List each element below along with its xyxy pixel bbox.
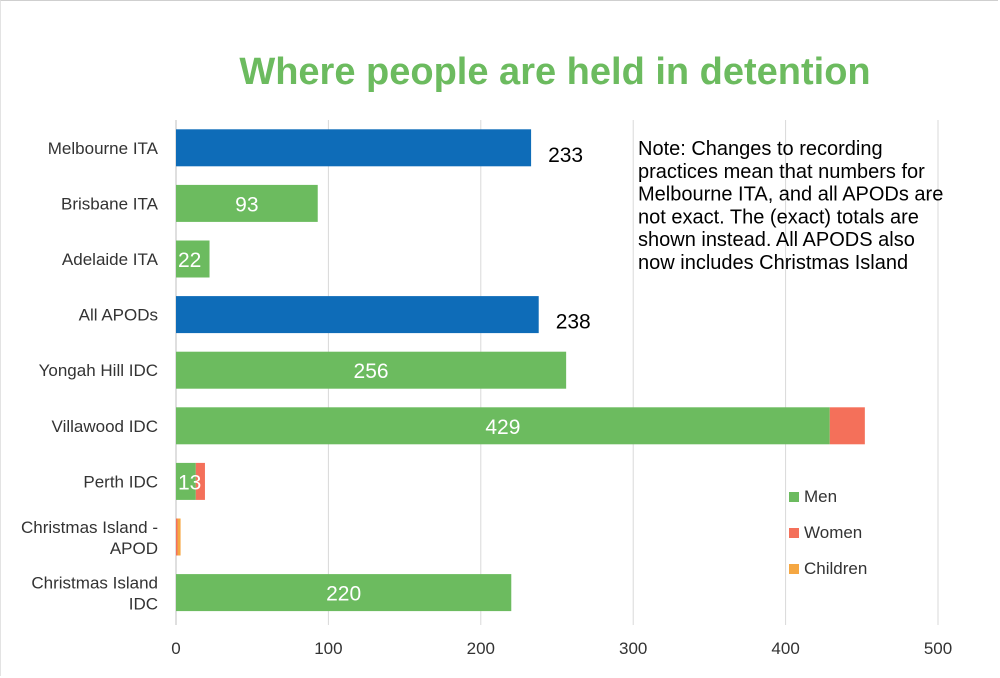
bar-men <box>176 184 318 222</box>
legend-label-children: Children <box>804 559 867 578</box>
legend: Men Women Children <box>789 487 867 578</box>
category-label: Brisbane ITA <box>61 194 159 213</box>
category-label: Villawood IDC <box>52 417 158 436</box>
x-tick-label: 0 <box>171 639 180 658</box>
bar-men <box>176 462 196 500</box>
legend-swatch-children <box>789 564 799 574</box>
category-label: APOD <box>110 539 158 558</box>
bar-men <box>176 574 512 612</box>
data-label: 220 <box>326 583 361 606</box>
legend-label-men: Men <box>804 487 837 506</box>
category-label: All APODs <box>79 306 158 325</box>
bar-total <box>176 129 532 167</box>
legend-swatch-men <box>789 492 799 502</box>
x-tick-label: 200 <box>467 639 495 658</box>
bar-total <box>176 296 539 334</box>
note-line: Note: Changes to recording <box>638 138 883 160</box>
legend-swatch-women <box>789 528 799 538</box>
data-label: 233 <box>548 144 583 167</box>
bar-men <box>176 407 830 445</box>
data-label: 93 <box>235 193 258 216</box>
x-tick-label: 300 <box>619 639 647 658</box>
bar-men <box>176 351 567 389</box>
bars <box>176 129 865 612</box>
data-label: 238 <box>556 311 591 334</box>
x-tick-label: 500 <box>924 639 952 658</box>
bar-children <box>177 518 181 556</box>
x-tick-label: 100 <box>314 639 342 658</box>
data-label: 22 <box>178 249 201 272</box>
chart-title: Where people are held in detention <box>239 51 870 93</box>
category-label: Adelaide ITA <box>62 250 159 269</box>
data-label: 13 <box>178 471 201 494</box>
category-label: Christmas Island <box>31 574 158 593</box>
category-label: Perth IDC <box>83 472 158 491</box>
data-label: 429 <box>485 416 520 439</box>
bar-women <box>829 407 865 445</box>
x-axis-ticks: 0 100 200 300 400 500 <box>171 639 952 658</box>
x-tick-label: 400 <box>771 639 799 658</box>
category-labels: Melbourne ITA Brisbane ITA Adelaide ITA All… <box>21 139 159 614</box>
bar-men <box>176 240 210 278</box>
bar-women <box>195 462 205 500</box>
legend-label-women: Women <box>804 523 862 542</box>
data-labels: 233 93 22 238 256 429 13 220 <box>178 144 591 606</box>
category-label: IDC <box>129 595 158 614</box>
note-line: shown instead. All APODS also <box>638 229 915 251</box>
note-line: now includes Christmas Island <box>638 252 908 274</box>
note-line: not exact. The (exact) totals are <box>638 206 919 228</box>
category-label: Melbourne ITA <box>48 139 159 158</box>
category-label: Christmas Island - <box>21 518 158 537</box>
data-label: 256 <box>354 360 389 383</box>
note-line: Melbourne ITA, and all APODs are <box>638 184 943 206</box>
bar-women <box>176 518 178 556</box>
category-label: Yongah Hill IDC <box>39 361 158 380</box>
note-line: practices mean that numbers for <box>638 161 925 183</box>
